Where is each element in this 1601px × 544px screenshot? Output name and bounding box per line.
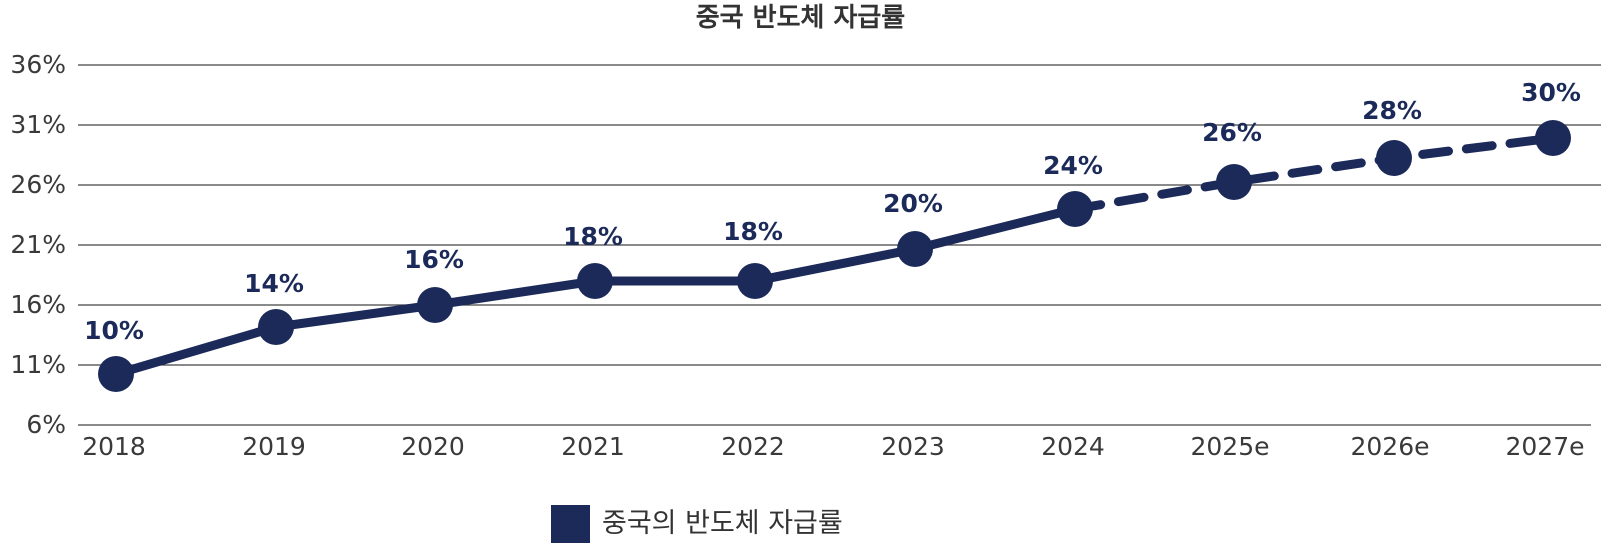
legend-label: 중국의 반도체 자급률	[602, 508, 843, 539]
data-label: 20%	[883, 189, 943, 218]
data-point	[417, 287, 453, 323]
series-markers	[98, 120, 1571, 392]
data-label: 18%	[563, 222, 623, 251]
y-tick-label: 26%	[10, 170, 66, 199]
y-tick-label: 11%	[10, 350, 66, 379]
x-tick-label: 2025e	[1190, 432, 1270, 461]
data-label: 14%	[244, 269, 304, 298]
x-tick-label: 2022	[721, 432, 785, 461]
y-tick-label: 21%	[10, 230, 66, 259]
legend: 중국의 반도체 자급률	[551, 505, 843, 543]
data-label: 24%	[1043, 151, 1103, 180]
x-tick-label: 2026e	[1350, 432, 1430, 461]
data-label: 26%	[1202, 118, 1262, 147]
gridlines	[78, 64, 1601, 426]
x-tick-label: 2019	[242, 432, 306, 461]
data-label: 28%	[1362, 96, 1422, 125]
x-tick-label: 2024	[1041, 432, 1105, 461]
data-label: 16%	[404, 245, 464, 274]
data-point	[1376, 140, 1412, 176]
y-tick-label: 16%	[10, 290, 66, 319]
series-line-forecast	[1070, 133, 1558, 214]
data-point	[98, 356, 134, 392]
y-tick-label: 31%	[10, 110, 66, 139]
y-tick-label: 36%	[10, 50, 66, 79]
data-point	[1535, 120, 1571, 156]
x-tick-label: 2023	[881, 432, 945, 461]
data-point	[258, 309, 294, 345]
data-point	[1216, 164, 1252, 200]
chart-title: 중국 반도체 자급률	[695, 3, 906, 33]
x-tick-label: 2021	[561, 432, 625, 461]
data-point	[1057, 191, 1093, 227]
x-tick-label: 2027e	[1505, 432, 1585, 461]
data-label: 30%	[1521, 78, 1581, 107]
y-tick-label: 6%	[26, 410, 66, 439]
data-label: 18%	[723, 217, 783, 246]
data-point	[737, 263, 773, 299]
data-label: 10%	[84, 316, 144, 345]
x-tick-label: 2018	[82, 432, 146, 461]
data-point	[897, 231, 933, 267]
legend-swatch	[551, 505, 590, 543]
data-point	[577, 263, 613, 299]
x-tick-label: 2020	[401, 432, 465, 461]
